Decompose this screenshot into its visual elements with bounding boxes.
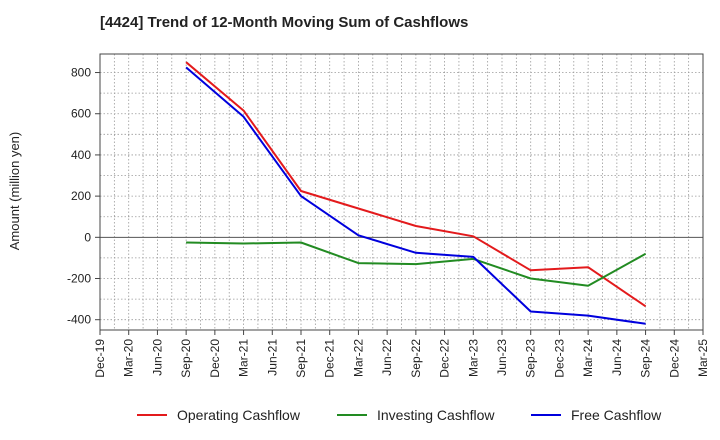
series-line-investing-cashflow <box>186 241 647 287</box>
y-tick-label: -200 <box>67 272 91 286</box>
x-tick-label: Mar-21 <box>237 339 251 377</box>
legend-item-investing: Investing Cashflow <box>337 404 495 426</box>
x-tick-label: Dec-24 <box>667 339 681 378</box>
x-tick-label: Sep-20 <box>179 339 193 378</box>
x-tick-label: Sep-21 <box>294 339 308 378</box>
x-tick-label: Jun-24 <box>610 339 624 376</box>
x-tick-label: Mar-25 <box>696 339 710 377</box>
x-tick-label: Jun-23 <box>495 339 509 376</box>
x-tick-label: Mar-24 <box>581 339 595 377</box>
y-axis-label: Amount (million yen) <box>7 132 22 251</box>
x-tick-label: Jun-22 <box>380 339 394 376</box>
plot-frame <box>99 53 704 331</box>
legend-item-operating: Operating Cashflow <box>137 404 300 426</box>
x-tick-label: Dec-23 <box>552 339 566 378</box>
legend-label-operating: Operating Cashflow <box>177 407 300 423</box>
line-chart: -400 -200 0 200 400 600 800 Dec-19 Mar-20 Jun-20… <box>7 53 710 378</box>
x-tick-label: Mar-22 <box>351 339 365 377</box>
y-tick-label: 800 <box>71 66 91 80</box>
x-tick-label: Sep-24 <box>639 339 653 378</box>
x-tick-label: Mar-20 <box>122 339 136 377</box>
plot-border <box>99 53 704 331</box>
y-tick-label: 400 <box>71 148 91 162</box>
y-tick-label: -400 <box>67 313 91 327</box>
legend-label-investing: Investing Cashflow <box>377 407 495 423</box>
x-tick-label: Dec-21 <box>323 339 337 378</box>
legend-item-free: Free Cashflow <box>531 404 661 426</box>
x-tick-label: Mar-23 <box>466 339 480 377</box>
y-tick-label: 600 <box>71 107 91 121</box>
x-tick-label: Dec-20 <box>208 339 222 378</box>
legend-label-free: Free Cashflow <box>571 407 662 423</box>
legend: Operating Cashflow Investing Cashflow Fr… <box>0 404 720 426</box>
legend-line-free <box>531 414 561 416</box>
y-tick-label: 0 <box>84 230 91 244</box>
x-tick-label: Dec-19 <box>93 339 107 378</box>
y-axis-ticks: -400 -200 0 200 400 600 800 <box>67 66 100 327</box>
x-axis-ticks: Dec-19 Mar-20 Jun-20 Sep-20 Dec-20 Mar-21 Jun-… <box>93 330 710 378</box>
series-line-free-cashflow <box>185 66 646 325</box>
series-line-operating-cashflow <box>185 61 647 308</box>
chart-title: [4424] Trend of 12-Month Moving Sum of C… <box>100 14 469 31</box>
grid <box>100 54 703 330</box>
x-tick-label: Jun-20 <box>150 339 164 376</box>
legend-line-operating <box>137 414 167 416</box>
legend-line-investing <box>337 414 367 416</box>
x-tick-label: Sep-23 <box>524 339 538 378</box>
x-tick-label: Dec-22 <box>438 339 452 378</box>
series-lines <box>185 61 647 325</box>
x-tick-label: Sep-22 <box>409 339 423 378</box>
y-tick-label: 200 <box>71 189 91 203</box>
x-tick-label: Jun-21 <box>265 339 279 376</box>
